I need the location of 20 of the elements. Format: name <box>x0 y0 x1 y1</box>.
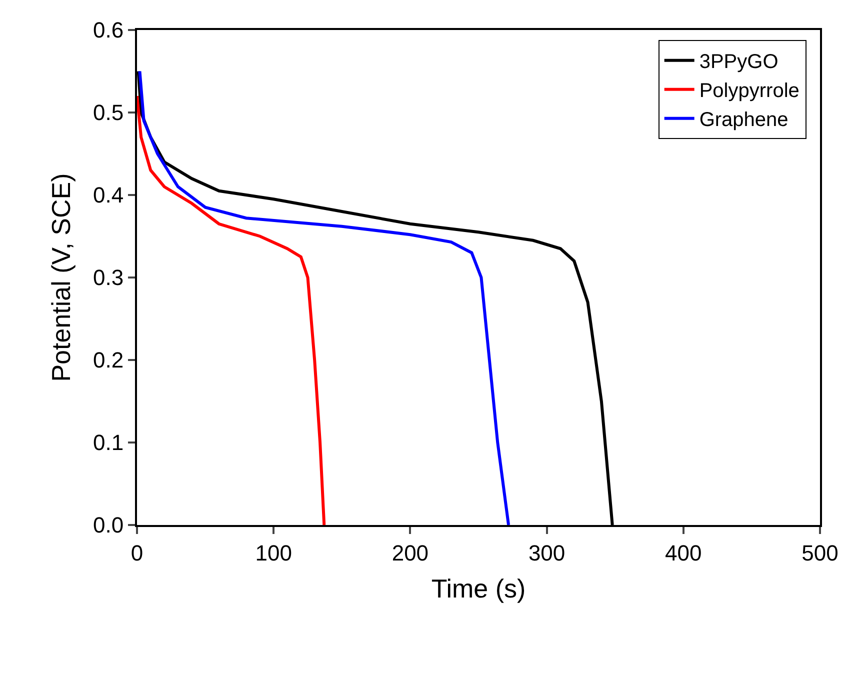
line-series <box>138 70 510 525</box>
y-tick-label: 0.1 <box>93 430 124 456</box>
x-tick-label: 400 <box>665 540 702 566</box>
x-axis-title: Time (s) <box>431 574 526 604</box>
y-tick-label: 0.3 <box>93 265 124 290</box>
y-tick-label: 0.4 <box>93 182 124 208</box>
line-series <box>137 94 326 525</box>
y-tick-label: 0.5 <box>93 100 124 126</box>
legend-label: 3PPyGO <box>699 51 778 74</box>
legend-label: Graphene <box>699 109 788 132</box>
x-tick-label: 200 <box>392 540 429 566</box>
y-tick-label: 0.0 <box>93 512 124 538</box>
x-tick-label: 0 <box>130 540 144 566</box>
legend-label: Polypyrrole <box>699 80 800 102</box>
y-tick-label: 0.6 <box>93 18 124 43</box>
y-axis-title: Potential (V, SCE) <box>46 173 76 382</box>
y-tick-label: 0.2 <box>93 348 124 373</box>
x-tick-label: 500 <box>802 540 838 566</box>
x-tick-label: 300 <box>528 540 566 566</box>
x-tick-label: 100 <box>255 540 292 566</box>
